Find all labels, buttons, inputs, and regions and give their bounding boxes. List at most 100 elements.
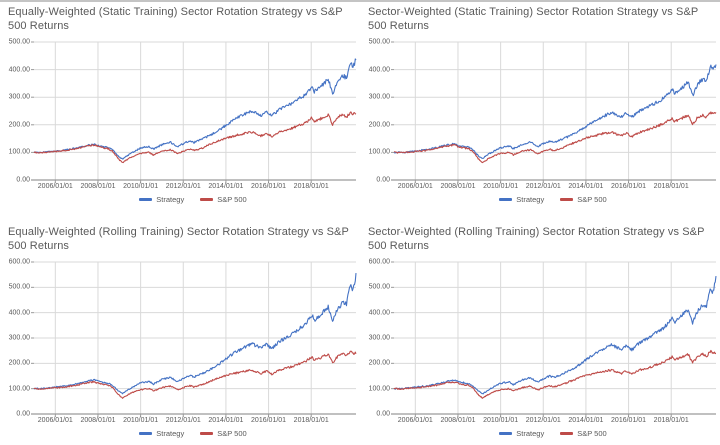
series-line-strategy: [33, 273, 357, 395]
x-tick-label: 2018/01/01: [293, 183, 329, 190]
x-tick-label: 2008/01/01: [80, 417, 116, 424]
y-tick-label: 100.00: [8, 385, 30, 393]
x-tick-label: 2014/01/01: [208, 183, 244, 190]
plot-region: 0.00 100.00 200.00 300.00 400.00 500.00: [6, 38, 357, 184]
sp500-line-swatch-icon: [200, 431, 214, 435]
y-tick-label: 300.00: [8, 93, 30, 101]
y-tick-label: 500.00: [8, 38, 30, 46]
x-tick-label: 2010/01/01: [123, 417, 159, 424]
legend-item-strategy: Strategy: [499, 195, 544, 204]
series-line-strategy: [393, 64, 717, 159]
x-tick-label: 2008/01/01: [80, 183, 116, 190]
y-tick-label: 0.00: [16, 410, 30, 418]
x-tick-label: 2012/01/01: [165, 417, 201, 424]
chart-legend: Strategy S&P 500: [390, 193, 716, 205]
y-tick-label: 200.00: [368, 359, 390, 367]
y-tick-label: 500.00: [368, 38, 390, 46]
y-axis-labels: 0.00 100.00 200.00 300.00 400.00 500.00: [366, 38, 394, 184]
plot-region: 0.00 100.00 200.00 300.00 400.00 500.00: [366, 38, 717, 184]
chart-title: Sector-Weighted (Rolling Training) Secto…: [368, 226, 705, 252]
y-axis-labels: 0.00 100.00 200.00 300.00 400.00 500.00 600.00: [366, 258, 394, 418]
x-tick-label: 2016/01/01: [611, 417, 647, 424]
legend-label-sp500: S&P 500: [217, 428, 247, 438]
x-tick-label: 2010/01/01: [123, 183, 159, 190]
chart-title: Sector-Weighted (Static Training) Sector…: [368, 6, 699, 32]
series-line-strategy: [393, 275, 717, 395]
x-axis-labels: 2006/01/01 2008/01/01 2010/01/01 2012/01/01…: [394, 414, 716, 427]
x-tick-label: 2006/01/01: [397, 183, 433, 190]
x-tick-label: 2014/01/01: [568, 183, 604, 190]
series-line-sp500: [393, 349, 717, 399]
x-tick-label: 2008/01/01: [440, 417, 476, 424]
legend-label-strategy: Strategy: [516, 194, 545, 204]
y-tick-label: 500.00: [8, 283, 30, 291]
y-tick-label: 100.00: [368, 148, 390, 156]
series-line-strategy: [33, 58, 357, 160]
series-line-sp500: [394, 111, 717, 164]
line-chart: [391, 41, 717, 183]
chart-panel-equal-rolling: Equally-Weighted (Rolling Training) Sect…: [0, 222, 360, 445]
legend-item-sp500: S&P 500: [560, 194, 607, 204]
x-tick-label: 2012/01/01: [525, 417, 561, 424]
x-tick-label: 2016/01/01: [251, 417, 287, 424]
y-tick-label: 400.00: [8, 309, 30, 317]
legend-label-sp500: S&P 500: [217, 194, 247, 204]
legend-item-sp500: S&P 500: [200, 428, 247, 438]
x-tick-label: 2016/01/01: [611, 183, 647, 190]
chart-legend: Strategy S&P 500: [30, 427, 356, 439]
line-chart: [31, 41, 357, 183]
legend-item-sp500: S&P 500: [200, 194, 247, 204]
legend-item-strategy: Strategy: [139, 195, 184, 204]
y-axis-labels: 0.00 100.00 200.00 300.00 400.00 500.00: [6, 38, 34, 184]
x-tick-label: 2014/01/01: [208, 417, 244, 424]
x-tick-label: 2010/01/01: [483, 417, 519, 424]
legend-item-strategy: Strategy: [499, 429, 544, 438]
chart-title: Equally-Weighted (Static Training) Secto…: [8, 6, 343, 32]
x-tick-label: 2016/01/01: [251, 183, 287, 190]
strategy-line-swatch-icon: [139, 197, 153, 201]
line-chart: [31, 261, 357, 417]
chart-legend: Strategy S&P 500: [30, 193, 356, 205]
chart-panel-sector-rolling: Sector-Weighted (Rolling Training) Secto…: [360, 222, 720, 445]
x-tick-label: 2010/01/01: [483, 183, 519, 190]
chart-panel-sector-static: Sector-Weighted (Static Training) Sector…: [360, 2, 720, 222]
strategy-line-swatch-icon: [139, 431, 153, 435]
series-line-sp500: [33, 350, 357, 399]
line-chart: [391, 261, 717, 417]
chart-legend: Strategy S&P 500: [390, 427, 716, 439]
y-tick-label: 500.00: [368, 283, 390, 291]
legend-label-strategy: Strategy: [156, 428, 185, 438]
y-tick-label: 200.00: [8, 359, 30, 367]
y-tick-label: 300.00: [368, 93, 390, 101]
y-tick-label: 100.00: [368, 385, 390, 393]
x-axis-labels: 2006/01/01 2008/01/01 2010/01/01 2012/01/01…: [34, 414, 356, 427]
y-tick-label: 300.00: [8, 334, 30, 342]
sp500-line-swatch-icon: [560, 197, 574, 201]
y-tick-label: 600.00: [368, 258, 390, 266]
x-axis-labels: 2006/01/01 2008/01/01 2010/01/01 2012/01/01…: [394, 180, 716, 193]
y-tick-label: 200.00: [368, 121, 390, 129]
x-tick-label: 2018/01/01: [653, 417, 689, 424]
x-tick-label: 2012/01/01: [165, 183, 201, 190]
chart-panel-equal-static: Equally-Weighted (Static Training) Secto…: [0, 2, 360, 222]
x-tick-label: 2018/01/01: [293, 417, 329, 424]
strategy-line-swatch-icon: [499, 431, 513, 435]
sp500-line-swatch-icon: [200, 197, 214, 201]
legend-label-strategy: Strategy: [156, 194, 185, 204]
legend-label-strategy: Strategy: [516, 428, 545, 438]
x-tick-label: 2006/01/01: [37, 417, 73, 424]
y-tick-label: 400.00: [368, 309, 390, 317]
x-tick-label: 2006/01/01: [37, 183, 73, 190]
legend-label-sp500: S&P 500: [577, 428, 607, 438]
x-tick-label: 2006/01/01: [397, 417, 433, 424]
x-tick-label: 2014/01/01: [568, 417, 604, 424]
x-axis-labels: 2006/01/01 2008/01/01 2010/01/01 2012/01/01…: [34, 180, 356, 193]
legend-item-strategy: Strategy: [139, 429, 184, 438]
legend-label-sp500: S&P 500: [577, 194, 607, 204]
legend-item-sp500: S&P 500: [560, 428, 607, 438]
y-tick-label: 0.00: [376, 176, 390, 184]
x-tick-label: 2008/01/01: [440, 183, 476, 190]
x-tick-label: 2012/01/01: [525, 183, 561, 190]
